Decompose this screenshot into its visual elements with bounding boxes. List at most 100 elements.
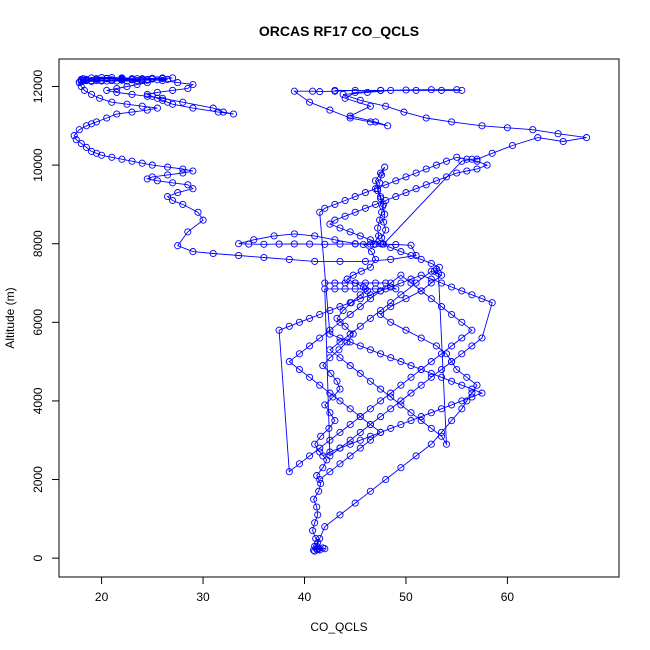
data-point bbox=[371, 240, 380, 248]
y-tick-label: 10000 bbox=[31, 148, 45, 182]
data-point bbox=[169, 74, 177, 82]
data-point bbox=[356, 342, 364, 350]
data-point bbox=[346, 338, 354, 346]
data-point bbox=[458, 350, 466, 358]
data-point bbox=[87, 77, 96, 85]
data-point bbox=[361, 189, 369, 197]
data-point bbox=[335, 346, 343, 354]
data-point bbox=[108, 73, 116, 82]
data-point bbox=[260, 253, 268, 262]
data-point bbox=[133, 77, 141, 85]
data-point bbox=[316, 310, 324, 319]
data-point bbox=[448, 342, 456, 350]
data-point bbox=[315, 487, 323, 495]
data-point bbox=[179, 169, 187, 177]
data-point bbox=[351, 208, 359, 216]
data-point bbox=[82, 143, 90, 151]
data-point bbox=[453, 365, 461, 374]
data-point bbox=[458, 86, 466, 94]
data-point bbox=[346, 299, 354, 307]
data-point bbox=[321, 240, 329, 248]
data-point bbox=[356, 436, 364, 444]
data-point bbox=[381, 163, 389, 171]
series-3 bbox=[313, 153, 491, 550]
data-point bbox=[417, 255, 425, 263]
data-point bbox=[397, 381, 405, 389]
data-point bbox=[402, 173, 410, 181]
data-point bbox=[387, 244, 395, 252]
data-point bbox=[189, 80, 197, 89]
data-point bbox=[346, 310, 354, 319]
data-point bbox=[442, 440, 451, 448]
data-point bbox=[397, 464, 405, 472]
data-point bbox=[295, 460, 303, 468]
data-point bbox=[361, 204, 369, 212]
x-tick-label: 50 bbox=[399, 590, 413, 604]
data-point bbox=[378, 171, 386, 179]
data-point bbox=[442, 157, 451, 165]
data-point bbox=[346, 228, 354, 236]
data-point bbox=[366, 432, 374, 440]
data-point bbox=[366, 420, 374, 429]
data-point bbox=[377, 397, 385, 405]
data-point bbox=[306, 342, 314, 350]
data-point bbox=[412, 86, 420, 94]
data-point bbox=[435, 263, 443, 271]
data-point bbox=[319, 464, 327, 472]
data-point bbox=[437, 428, 446, 436]
data-point bbox=[356, 291, 364, 299]
data-point bbox=[118, 76, 126, 84]
data-point bbox=[366, 240, 374, 248]
data-point bbox=[371, 255, 380, 263]
data-point bbox=[387, 299, 395, 307]
data-point bbox=[336, 444, 344, 452]
data-point bbox=[153, 104, 161, 112]
x-tick-label: 60 bbox=[501, 590, 515, 604]
data-point bbox=[442, 173, 451, 181]
data-point bbox=[326, 306, 334, 315]
data-point bbox=[412, 185, 420, 193]
data-point bbox=[306, 452, 314, 460]
data-point bbox=[306, 240, 314, 248]
data-point bbox=[384, 122, 392, 130]
data-point bbox=[189, 104, 197, 112]
data-point bbox=[326, 452, 334, 460]
data-point bbox=[458, 287, 466, 295]
data-point bbox=[336, 303, 344, 311]
data-point bbox=[316, 444, 324, 452]
series-line bbox=[278, 274, 493, 480]
data-point bbox=[387, 424, 395, 432]
data-point bbox=[331, 200, 339, 208]
data-point bbox=[417, 381, 425, 389]
data-point bbox=[316, 475, 324, 484]
data-point bbox=[468, 385, 476, 393]
data-point bbox=[148, 92, 156, 100]
data-point bbox=[138, 75, 146, 83]
data-point bbox=[306, 373, 314, 381]
data-point bbox=[319, 362, 327, 370]
x-axis-label: CO_QCLS bbox=[310, 620, 367, 634]
data-point bbox=[400, 108, 408, 116]
data-point bbox=[336, 318, 344, 326]
data-point bbox=[402, 326, 410, 334]
data-point bbox=[377, 385, 385, 393]
data-point bbox=[463, 397, 471, 405]
data-point bbox=[448, 377, 456, 385]
data-point bbox=[189, 248, 197, 256]
data-point bbox=[397, 271, 405, 279]
data-point bbox=[321, 523, 329, 531]
data-point bbox=[331, 417, 339, 425]
data-point bbox=[351, 88, 359, 96]
data-point bbox=[310, 495, 318, 503]
data-point bbox=[209, 104, 217, 112]
data-point bbox=[326, 436, 334, 444]
data-point bbox=[422, 114, 430, 122]
data-point bbox=[463, 155, 471, 163]
data-point bbox=[87, 90, 96, 98]
data-point bbox=[366, 263, 374, 271]
data-point bbox=[341, 212, 349, 220]
data-point bbox=[427, 373, 435, 381]
data-point bbox=[448, 118, 456, 126]
data-point bbox=[77, 139, 85, 148]
data-point bbox=[407, 417, 415, 425]
